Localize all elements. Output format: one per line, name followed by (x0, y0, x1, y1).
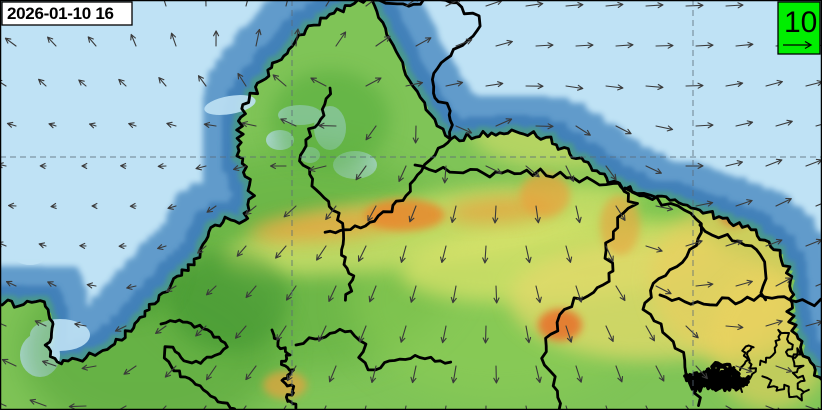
svg-text:2026-01-10 16: 2026-01-10 16 (7, 4, 114, 23)
svg-text:10: 10 (784, 6, 817, 39)
